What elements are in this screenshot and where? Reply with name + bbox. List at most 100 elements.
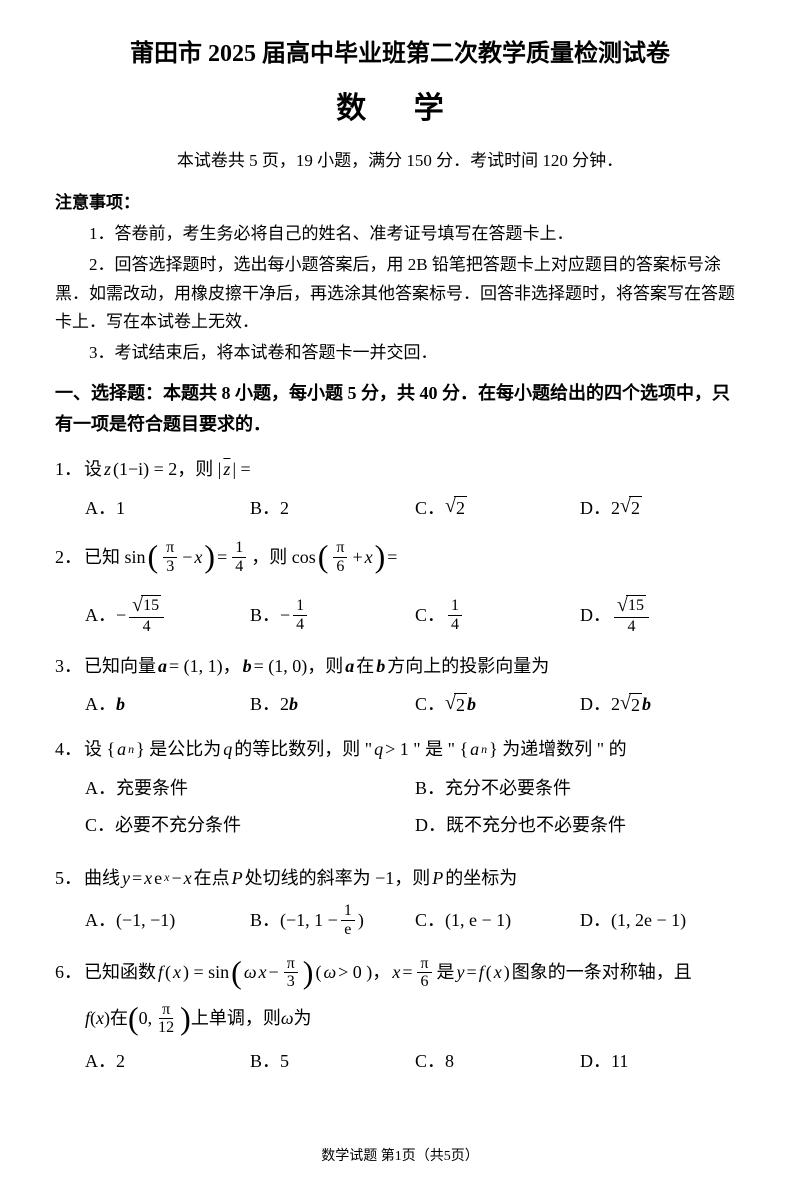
option-d: D． 2√2 [580, 494, 745, 523]
q-num: 2． [55, 543, 82, 572]
var-x: x [392, 958, 400, 987]
q-text: ( [315, 958, 321, 987]
q-text: > 1 " 是 " { [385, 735, 468, 764]
q-text: 在 [356, 652, 374, 681]
var-omega: ω [323, 958, 336, 987]
q-text: } 为递增数列 " 的 [489, 735, 627, 764]
var-y: y [122, 864, 130, 893]
var-y: y [457, 958, 465, 987]
opt-label: B．2 [250, 690, 289, 719]
sub-n: n [128, 740, 134, 759]
option-c: C．(1, e − 1) [415, 902, 580, 938]
page-footer: 数学试题 第1页（共5页） [0, 1146, 800, 1168]
option-b: B．5 [250, 1047, 415, 1076]
opt-label: C． [415, 494, 445, 523]
vec-a: a [345, 652, 354, 681]
const-e: e [154, 864, 162, 893]
const-e: e [341, 921, 354, 939]
var-p: P [432, 864, 443, 893]
option-a: A．2 [85, 1047, 250, 1076]
q-text: 是 [437, 958, 455, 987]
num: 1 [232, 539, 246, 558]
question-1: 1． 设 z (1−i) = 2，则 | z | = A．1 B．2 C． √2… [55, 455, 745, 523]
num: 3 [284, 973, 298, 991]
exam-title: 莆田市 2025 届高中毕业班第二次教学质量检测试卷 [55, 35, 745, 73]
q-text: 上单调，则 [191, 1004, 281, 1033]
subject-title: 数 学 [55, 85, 745, 133]
option-b: B．充分不必要条件 [415, 774, 745, 803]
opt-label: D． [580, 494, 611, 523]
q-num: 5． [55, 864, 82, 893]
pi: π [333, 539, 347, 558]
var-omega: ω [244, 958, 257, 987]
q-num: 6． [55, 958, 82, 987]
q-text: 已知向量 [84, 652, 156, 681]
option-d: D．(1, 2e − 1) [580, 902, 745, 938]
q-text: − [171, 864, 181, 893]
num: 4 [140, 618, 154, 636]
option-a: A．− √154 [85, 595, 250, 635]
q-text: | = [232, 455, 250, 484]
num: 4 [448, 616, 462, 634]
q-text: 已知 sin [84, 543, 146, 572]
option-a: A．1 [85, 494, 250, 523]
option-c: C．必要不充分条件 [85, 811, 415, 840]
num: 15 [626, 595, 646, 617]
pi: π [163, 539, 177, 558]
var-z-bar: z [223, 455, 230, 484]
num: 1 [448, 597, 462, 616]
pi: π [159, 1001, 173, 1020]
var-omega: ω [281, 1004, 294, 1033]
q-text: 的坐标为 [445, 864, 517, 893]
num: 1 [341, 902, 355, 921]
q-text: 设 { [84, 735, 115, 764]
question-5: 5． 曲线 y = xex − x 在点 P 处切线的斜率为 −1，则 P 的坐… [55, 864, 745, 939]
q-text: 设 [84, 455, 102, 484]
var-x: x [173, 958, 181, 987]
option-a: A．(−1, −1) [85, 902, 250, 938]
notice-item: 1．答卷前，考生务必将自己的姓名、准考证号填写在答题卡上． [55, 220, 745, 249]
option-d: D．既不充分也不必要条件 [415, 811, 745, 840]
var-x: x [365, 543, 373, 572]
opt-label: A． [85, 690, 116, 719]
option-a: A．b [85, 690, 250, 719]
opt-label: C． [415, 601, 445, 630]
q-num: 3． [55, 652, 82, 681]
var-q: q [223, 735, 232, 764]
num: 2 [454, 693, 467, 717]
option-d: D．2√2b [580, 690, 745, 719]
var-x: x [494, 958, 502, 987]
var-f: f [85, 1004, 90, 1033]
question-3: 3． 已知向量 a = (1, 1)， b = (1, 0)，则 a 在 b 方… [55, 652, 745, 720]
q-text: 方向上的投影向量为 [387, 652, 549, 681]
var-x: x [194, 543, 202, 572]
q-text: = [402, 958, 412, 987]
sub-n: n [481, 740, 487, 759]
vec-b: b [116, 690, 125, 719]
var-f: f [158, 958, 163, 987]
q-text: 已知函数 [84, 958, 156, 987]
q-text: = [132, 864, 142, 893]
option-b: B． (−1, 1 − 1e ) [250, 902, 415, 938]
question-2: 2． 已知 sin ( π3 − x ) = 14 ，则 cos ( π6 + … [55, 539, 745, 636]
opt-label: A． [85, 601, 116, 630]
opt-label: B． [250, 906, 280, 935]
q-text: (−1, 1 − [280, 906, 338, 935]
q-text: − [269, 958, 279, 987]
pi: π [417, 955, 431, 974]
num: 3 [163, 558, 177, 576]
q-text: > 0 )， [338, 958, 390, 987]
q-num: 1． [55, 455, 82, 484]
num: 6 [418, 973, 432, 991]
q-text: ) [358, 906, 364, 935]
q-text: } 是公比为 [136, 735, 221, 764]
var-x: x [96, 1004, 104, 1033]
question-6: 6． 已知函数 f(x) = sin ( ωx − π3 ) ( ω > 0 )… [55, 955, 745, 1076]
var-f: f [479, 958, 484, 987]
option-c: C．√2b [415, 690, 580, 719]
vec-b: b [467, 690, 476, 719]
q-text: = (1, 1)， [169, 652, 241, 681]
var-z: z [104, 455, 111, 484]
num: 12 [155, 1019, 177, 1037]
opt-label: B． [250, 601, 280, 630]
